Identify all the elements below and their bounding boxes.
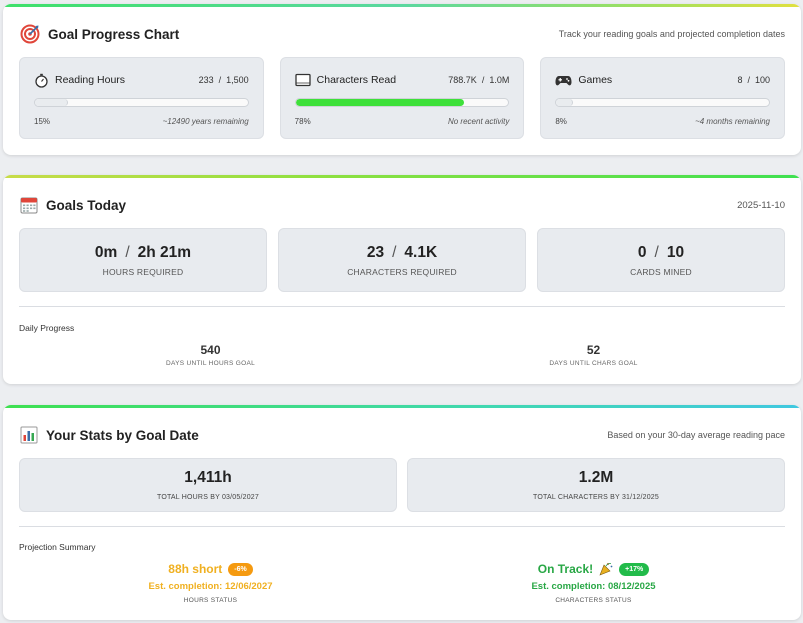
divider xyxy=(19,306,785,307)
stat-target: 2h 21m xyxy=(137,243,192,261)
progress-bar xyxy=(294,98,510,107)
stat-hours-required: 0m/2h 21m HOURS REQUIRED xyxy=(19,228,267,292)
days-until-chars-goal: 52 DAYS UNTIL CHARS GOAL xyxy=(402,343,785,367)
stats-by-goal-header: Your Stats by Goal Date Based on your 30… xyxy=(20,423,785,447)
calendar-icon xyxy=(20,196,38,214)
total-label: TOTAL HOURS BY 03/05/2027 xyxy=(156,494,259,501)
total-value: 1.2M xyxy=(578,469,614,486)
characters-projection: On Track! +17% Est. completion: 08/12/20… xyxy=(402,562,785,604)
stat-label: CHARACTERS REQUIRED xyxy=(347,266,457,277)
stat-label: CARDS MINED xyxy=(630,266,692,277)
card-accent-bar xyxy=(3,405,801,408)
bar-chart-icon xyxy=(20,426,38,444)
goals-today-card: Goals Today 2025-11-10 0m/2h 21m HOURS R… xyxy=(3,175,801,384)
days-until-hours-goal: 540 DAYS UNTIL HOURS GOAL xyxy=(19,343,402,367)
goal-label: Characters Read xyxy=(316,74,397,86)
projection-badge: -6% xyxy=(228,562,253,576)
section-title: Goals Today xyxy=(46,197,127,213)
total-value: 1,411h xyxy=(184,469,232,486)
daily-value: 52 xyxy=(586,343,601,357)
stat-value: 0m xyxy=(94,243,118,261)
stopwatch-icon xyxy=(34,73,49,88)
progress-bar-fill xyxy=(556,99,574,106)
progress-bar xyxy=(555,98,771,107)
daily-label: DAYS UNTIL HOURS GOAL xyxy=(165,360,255,367)
goal-current: 788.7K xyxy=(448,75,477,85)
stats-by-goal-card: Your Stats by Goal Date Based on your 30… xyxy=(3,405,801,620)
goal-current: 233 xyxy=(198,75,214,85)
goal-progress-subtitle: Track your reading goals and projected c… xyxy=(558,29,785,39)
book-icon xyxy=(295,73,311,87)
goal-label: Games xyxy=(578,74,613,86)
hours-projection: 88h short -6% Est. completion: 12/06/202… xyxy=(19,562,402,604)
goals-today-header: Goals Today 2025-11-10 xyxy=(20,193,785,217)
goal-box-characters-read[interactable]: Characters Read 788.7K/1.0M 78% No recen… xyxy=(279,57,525,139)
progress-bar xyxy=(34,98,249,107)
goal-label: Reading Hours xyxy=(55,74,126,86)
goal-box-games[interactable]: Games 8/100 8% ~4 months remaining xyxy=(540,57,786,139)
section-title: Your Stats by Goal Date xyxy=(46,427,199,443)
total-hours-box: 1,411h TOTAL HOURS BY 03/05/2027 xyxy=(19,458,397,512)
goal-target: 1,500 xyxy=(226,75,249,85)
goal-remaining: No recent activity xyxy=(447,117,510,126)
daily-progress-row: 540 DAYS UNTIL HOURS GOAL 52 DAYS UNTIL … xyxy=(19,343,785,367)
goal-count: 788.7K/1.0M xyxy=(448,75,510,85)
goal-percent: 78% xyxy=(294,117,311,126)
stat-value: 0 xyxy=(637,243,647,261)
projection-headline: 88h short xyxy=(168,562,223,576)
goal-count: 233/1,500 xyxy=(198,75,249,85)
projection-status: CHARACTERS STATUS xyxy=(555,597,632,604)
projection-status: HOURS STATUS xyxy=(183,597,238,604)
daily-value: 540 xyxy=(200,343,221,357)
projection-completion: Est. completion: 08/12/2025 xyxy=(531,581,656,592)
total-characters-box: 1.2M TOTAL CHARACTERS BY 31/12/2025 xyxy=(407,458,785,512)
goal-percent: 15% xyxy=(34,117,51,126)
progress-bar-fill xyxy=(35,99,68,106)
projection-badge: +17% xyxy=(619,562,650,576)
goal-percent: 8% xyxy=(555,117,567,126)
stat-value: 23 xyxy=(366,243,385,261)
party-popper-icon xyxy=(599,562,613,576)
daily-progress-label: Daily Progress xyxy=(19,323,75,333)
goal-box-reading-hours[interactable]: Reading Hours 233/1,500 15% ~12490 years… xyxy=(19,57,264,139)
stat-cards-mined: 0/10 CARDS MINED xyxy=(537,228,785,292)
goal-remaining: ~12490 years remaining xyxy=(162,117,249,126)
card-accent-bar xyxy=(3,175,801,178)
stats-by-goal-subtitle: Based on your 30-day average reading pac… xyxy=(607,430,785,440)
goal-progress-header: Goal Progress Chart Track your reading g… xyxy=(20,22,785,46)
gamepad-icon xyxy=(555,74,572,87)
page-title: Goal Progress Chart xyxy=(48,26,180,42)
divider xyxy=(19,526,785,527)
projection-headline: On Track! xyxy=(537,562,594,576)
goal-current: 8 xyxy=(737,75,743,85)
projection-completion: Est. completion: 12/06/2027 xyxy=(148,581,273,592)
goals-today-date: 2025-11-10 xyxy=(737,199,785,211)
projection-row: 88h short -6% Est. completion: 12/06/202… xyxy=(19,562,785,604)
target-icon xyxy=(20,24,40,44)
goal-progress-card: Goal Progress Chart Track your reading g… xyxy=(3,4,801,155)
goal-remaining: ~4 months remaining xyxy=(695,117,771,126)
stat-target: 4.1K xyxy=(404,243,438,261)
goal-count: 8/100 xyxy=(737,75,771,85)
total-label: TOTAL CHARACTERS BY 31/12/2025 xyxy=(533,494,659,501)
daily-label: DAYS UNTIL CHARS GOAL xyxy=(549,360,638,367)
card-accent-bar xyxy=(3,4,801,7)
projection-summary-label: Projection Summary xyxy=(19,542,96,552)
stat-label: HOURS REQUIRED xyxy=(102,266,184,277)
goal-target: 100 xyxy=(754,75,771,85)
stat-characters-required: 23/4.1K CHARACTERS REQUIRED xyxy=(278,228,526,292)
goal-target: 1.0M xyxy=(489,75,510,85)
stat-target: 10 xyxy=(666,243,685,261)
progress-bar-fill xyxy=(295,99,464,106)
